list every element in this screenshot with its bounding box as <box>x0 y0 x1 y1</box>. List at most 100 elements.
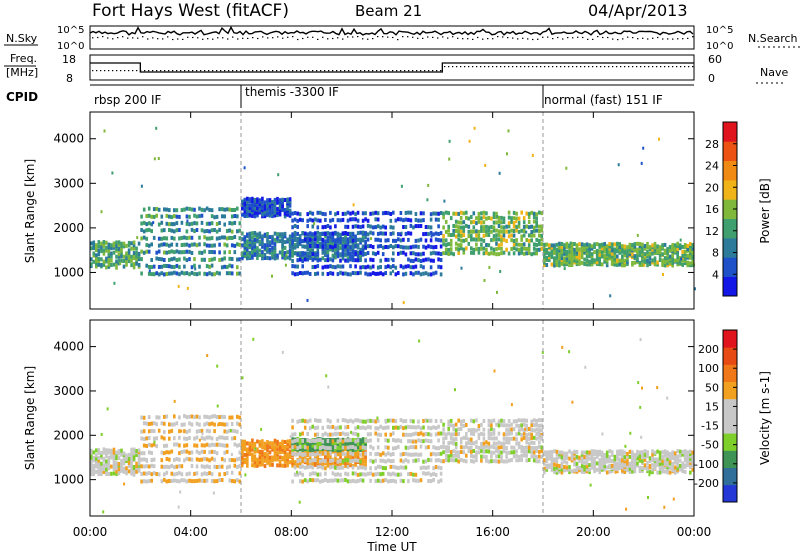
echo-cell <box>339 455 342 460</box>
echo-cell <box>633 465 637 470</box>
echo-cell <box>344 425 347 430</box>
echo-cell <box>102 248 106 253</box>
nsearch-point <box>162 38 164 40</box>
echo-cell <box>157 472 161 477</box>
echo-cell <box>623 459 627 464</box>
echo-cell <box>394 446 398 451</box>
echo-cell <box>346 210 350 215</box>
echo-cell <box>613 457 617 462</box>
echo-cell <box>487 428 491 433</box>
echo-cell <box>331 443 335 448</box>
echo-cell <box>233 208 237 212</box>
echo-cell <box>590 449 594 454</box>
echo-cell <box>168 214 171 219</box>
echo-cell <box>356 418 360 423</box>
echo-cell <box>203 449 206 454</box>
echo-cell <box>122 469 126 474</box>
echo-cell <box>185 221 189 226</box>
echo-cell <box>527 243 531 248</box>
nave-point <box>612 66 614 68</box>
echo-cell <box>319 418 322 423</box>
echo-cell <box>152 436 156 441</box>
echo-cell <box>268 460 272 465</box>
echo-cell <box>540 224 544 229</box>
echo-cell <box>321 265 325 270</box>
echo-cell <box>384 445 387 450</box>
echo-cell <box>482 251 486 256</box>
echo-cell <box>520 418 523 423</box>
echo-cell <box>266 445 269 450</box>
echo-cell <box>449 242 453 247</box>
echo-cell <box>676 247 679 252</box>
echo-cell <box>241 212 244 217</box>
echo-cell <box>412 452 415 457</box>
echo-cell <box>646 249 649 254</box>
nave-point <box>304 70 306 72</box>
echo-cell <box>371 251 375 256</box>
nave-point <box>676 66 678 68</box>
echo-cell <box>266 232 269 236</box>
echo-cell <box>354 238 357 243</box>
echo-cell <box>477 436 481 441</box>
echo-cell <box>598 252 601 257</box>
echo-cell <box>183 449 186 454</box>
echo-cell <box>387 418 390 423</box>
echo-cell <box>689 253 692 258</box>
echo-cell <box>673 451 677 456</box>
echo-cell <box>517 251 521 256</box>
echo-cell <box>691 467 695 472</box>
echo-cell <box>130 263 133 268</box>
echo-cell <box>618 466 622 470</box>
echo-cell <box>251 253 254 258</box>
echo-cell <box>112 250 116 255</box>
echo-cell <box>303 270 307 275</box>
echo-cell <box>218 472 221 477</box>
echo-cell <box>256 463 259 468</box>
echo-cell <box>105 472 108 476</box>
echo-cell <box>311 248 315 253</box>
echo-cell <box>512 224 516 229</box>
echo-cell <box>178 451 181 456</box>
echo-cell <box>278 208 282 212</box>
echo-cell <box>483 279 486 282</box>
echo-cell <box>434 270 438 275</box>
nsearch-point <box>577 36 579 38</box>
echo-cell <box>223 250 226 255</box>
echo-cell <box>580 260 584 265</box>
echo-cell <box>331 464 335 469</box>
echo-cell <box>616 449 619 454</box>
echo-cell <box>437 238 440 243</box>
echo-cell <box>376 438 380 443</box>
echo-cell <box>215 451 219 456</box>
echo-cell <box>186 219 189 223</box>
echo-cell <box>384 231 387 236</box>
echo-cell <box>188 457 191 462</box>
nsearch-point <box>667 38 669 40</box>
echo-cell <box>296 240 299 245</box>
echo-cell <box>258 440 262 445</box>
echo-cell <box>538 459 541 464</box>
echo-cell <box>344 236 347 241</box>
echo-cell <box>306 238 309 243</box>
echo-cell <box>173 436 176 441</box>
echo-cell <box>434 452 438 457</box>
echo-cell <box>115 464 118 469</box>
echo-cell <box>195 214 199 219</box>
echo-cell <box>379 479 382 484</box>
echo-cell <box>532 246 536 251</box>
nave-point <box>452 66 454 68</box>
echo-cell <box>256 447 259 452</box>
echo-cell <box>298 479 302 484</box>
echo-cell <box>195 414 199 419</box>
echo-cell <box>112 461 116 465</box>
echo-cell <box>210 456 214 461</box>
echo-cell <box>639 338 642 342</box>
nsearch-point <box>497 36 499 38</box>
echo-cell <box>359 472 362 477</box>
echo-cell <box>163 477 166 482</box>
echo-cell <box>392 238 395 243</box>
echo-cell <box>339 252 342 257</box>
echo-cell <box>241 441 244 446</box>
nsearch-point <box>167 36 169 38</box>
echo-cell <box>281 199 284 204</box>
